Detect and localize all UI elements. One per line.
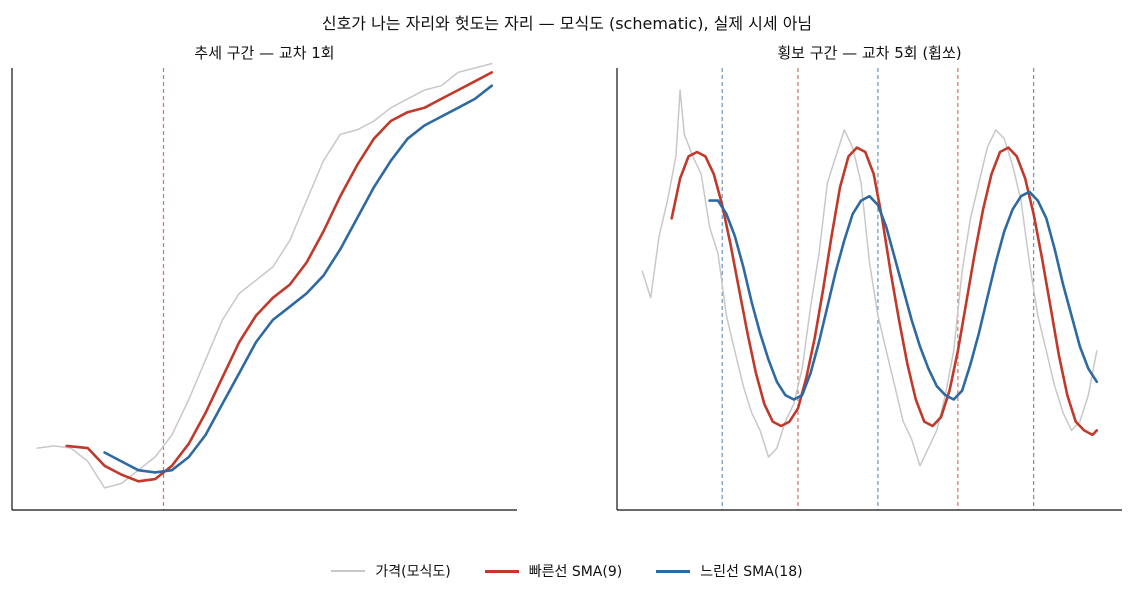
left-series-price: [36, 62, 493, 489]
right-panel-title: 횡보 구간 — 교차 5회 (휩쏘): [777, 44, 962, 62]
figure-title: 신호가 나는 자리와 헛도는 자리 — 모식도 (schematic), 실제 …: [321, 14, 813, 33]
legend: 가격(모식도) 빠른선 SMA(9) 느린선 SMA(18): [0, 561, 1134, 581]
left-series-fast: [65, 71, 494, 483]
legend-swatch-fast: [484, 569, 519, 573]
legend-swatch-slow: [656, 569, 691, 573]
legend-label-fast: 빠른선 SMA(9): [528, 564, 623, 580]
left-series-slow: [103, 84, 494, 474]
right-series-fast: [670, 146, 1099, 437]
left-panel-title: 추세 구간 — 교차 1회: [194, 44, 335, 62]
legend-item-fast: 빠른선 SMA(9): [484, 561, 623, 581]
right-series-price: [641, 89, 1098, 467]
legend-item-price: 가격(모식도): [331, 561, 451, 581]
legend-label-price: 가격(모식도): [375, 564, 451, 580]
legend-swatch-price: [331, 570, 366, 572]
right-series-slow: [708, 190, 1099, 401]
legend-label-slow: 느린선 SMA(18): [700, 564, 803, 580]
legend-item-slow: 느린선 SMA(18): [656, 561, 803, 581]
